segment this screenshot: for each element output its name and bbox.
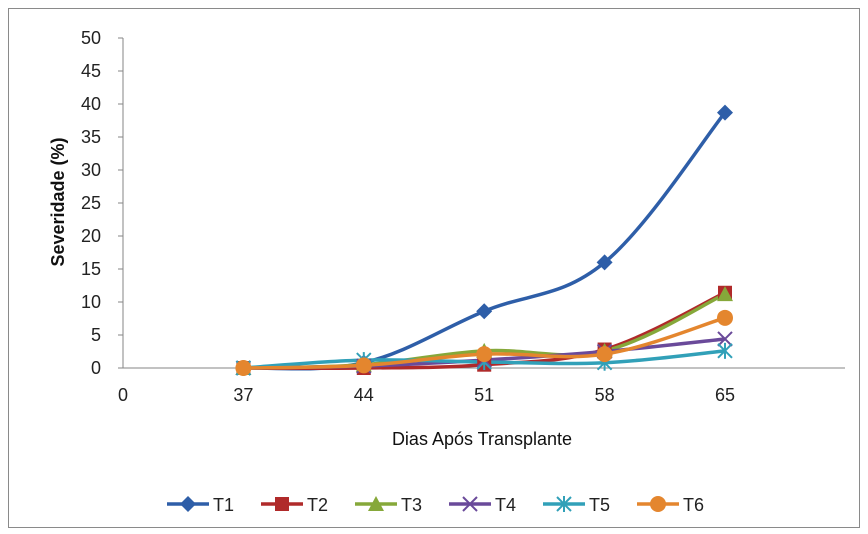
y-tick-label: 20 [81, 226, 101, 246]
legend-marker [275, 497, 289, 511]
legend-label: T4 [495, 495, 516, 515]
legend-marker [650, 496, 666, 512]
x-tick-label: 37 [233, 385, 253, 405]
y-tick-label: 10 [81, 292, 101, 312]
legend-label: T5 [589, 495, 610, 515]
data-point-t4 [717, 331, 733, 347]
legend-item-t2: T2 [261, 495, 328, 515]
y-tick-label: 0 [91, 358, 101, 378]
data-point-t1 [476, 303, 493, 320]
data-point-t5 [717, 342, 733, 359]
y-tick-label: 35 [81, 127, 101, 147]
markers-layer [235, 104, 733, 376]
legend-marker [368, 496, 384, 511]
legend-item-t5: T5 [543, 495, 610, 515]
legend-marker [462, 496, 478, 512]
legend-label: T1 [213, 495, 234, 515]
legend-item-t4: T4 [449, 495, 516, 515]
y-tick-label: 40 [81, 94, 101, 114]
series-layer [243, 111, 727, 371]
x-axis-title: Dias Após Transplante [392, 429, 572, 449]
axes: 0 5 10 15 20 25 30 35 40 45 50 0 37 44 51 58 65 [81, 28, 845, 405]
legend: T1 T2 T3 T4 T5 T6 [167, 495, 704, 515]
data-point-t6 [355, 357, 372, 374]
x-tick-label: 65 [715, 385, 735, 405]
data-point-t1 [596, 254, 613, 271]
x-tick-label: 44 [354, 385, 374, 405]
legend-item-t6: T6 [637, 495, 704, 515]
y-tick-label: 25 [81, 193, 101, 213]
x-tick-label: 58 [595, 385, 615, 405]
data-point-t6 [596, 346, 613, 363]
legend-item-t3: T3 [355, 495, 422, 515]
legend-label: T6 [683, 495, 704, 515]
legend-label: T3 [401, 495, 422, 515]
legend-marker [556, 496, 572, 512]
data-point-t1 [717, 104, 733, 121]
legend-label: T2 [307, 495, 328, 515]
y-tick-label: 50 [81, 28, 101, 48]
x-tick-label: 51 [474, 385, 494, 405]
y-tick-label: 45 [81, 61, 101, 81]
data-point-t6 [235, 360, 252, 376]
data-point-t3 [717, 286, 733, 302]
y-tick-label: 30 [81, 160, 101, 180]
legend-item-t1: T1 [167, 495, 234, 515]
legend-marker [180, 496, 196, 512]
chart-frame [8, 8, 860, 528]
y-axis-title: Severidade (%) [48, 137, 68, 266]
y-tick-label: 5 [91, 325, 101, 345]
data-point-t6 [476, 346, 493, 363]
data-point-t6 [717, 309, 733, 326]
x-tick-label: 0 [118, 385, 128, 405]
y-tick-label: 15 [81, 259, 101, 279]
